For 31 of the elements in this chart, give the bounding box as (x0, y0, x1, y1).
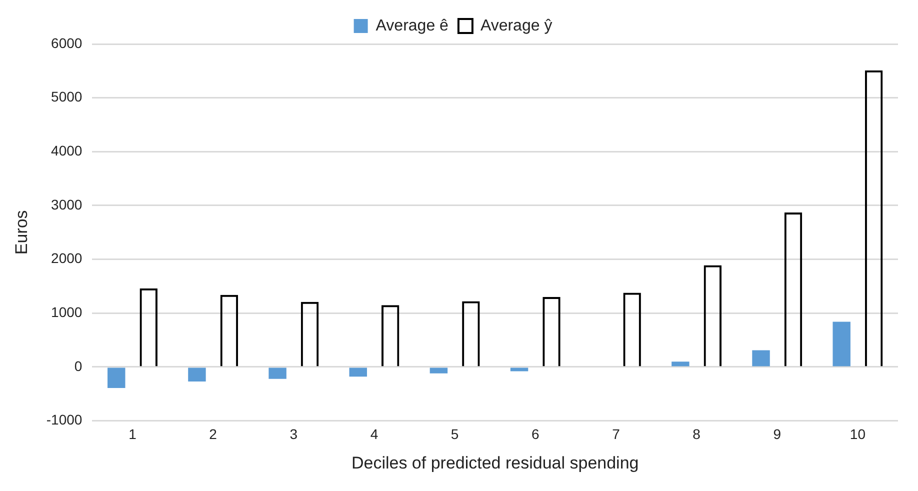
x-axis-title: Deciles of predicted residual spending (351, 453, 639, 472)
x-tick-label: 2 (209, 426, 218, 442)
bar (672, 362, 690, 366)
y-axis-title: Euros (12, 210, 31, 255)
bar (430, 368, 448, 374)
bar (510, 368, 528, 372)
y-tick-label: -1000 (46, 412, 82, 428)
x-tick-label: 8 (692, 426, 701, 442)
y-tick-label: 2000 (51, 250, 82, 266)
x-tick-label: 3 (290, 426, 298, 442)
y-tick-label: 5000 (51, 88, 82, 105)
x-tick-label: 7 (612, 426, 620, 442)
y-tick-label: 4000 (51, 142, 82, 159)
bar (108, 368, 126, 388)
x-tick-label: 4 (370, 426, 378, 442)
bar (268, 368, 286, 379)
x-tick-label: 9 (773, 426, 782, 442)
x-tick-label: 10 (850, 426, 866, 442)
legend-label: Average ŷ (480, 17, 552, 34)
bar (752, 350, 770, 366)
y-tick-label: 6000 (51, 34, 82, 51)
bar (188, 368, 206, 382)
bar (832, 322, 850, 366)
legend-label: Average ê (376, 17, 449, 34)
x-tick-label: 5 (450, 426, 459, 442)
x-tick-label: 6 (531, 426, 540, 442)
y-tick-label: 3000 (51, 196, 82, 212)
x-tick-label: 1 (128, 426, 137, 442)
y-tick-label: 1000 (51, 304, 82, 320)
y-tick-label: 0 (74, 358, 82, 374)
bar (349, 368, 367, 377)
